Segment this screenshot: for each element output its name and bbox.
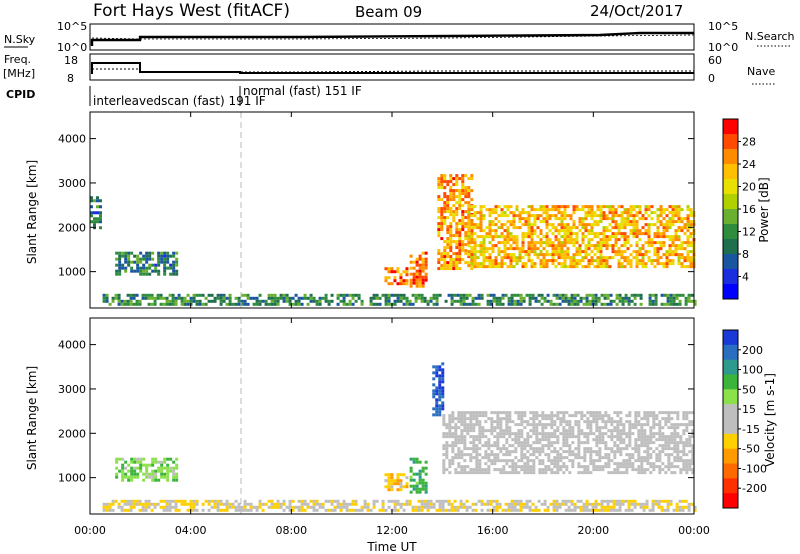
- freq-tick-top: 18: [64, 54, 78, 67]
- colorbar-tick-label: 28: [742, 136, 756, 149]
- colorbar-tick-label: 20: [742, 181, 756, 194]
- echo-region: [409, 251, 428, 288]
- velocity-y-axis-label: Slant Range [km]: [25, 366, 39, 470]
- echo-region: [102, 293, 697, 306]
- x-tick-label: 12:00: [376, 524, 408, 537]
- y-tick-label: 3000: [58, 383, 86, 396]
- power-y-axis-label: Slant Range [km]: [25, 160, 39, 264]
- y-tick-label: 2000: [58, 221, 86, 234]
- echo-region: [437, 174, 474, 271]
- power-panel: 4000 3000 2000 1000 Slant Range [km]: [25, 111, 697, 309]
- nsearch-tick-bottom: 10^0: [708, 41, 738, 54]
- freq-tick-bottom: 8: [67, 72, 74, 85]
- colorbar-tick-label: 4: [742, 271, 749, 284]
- colorbar-tick-label: -15: [742, 423, 760, 436]
- y-tick-label: 1000: [58, 266, 86, 279]
- colorbar-tick-label: -50: [742, 443, 760, 456]
- colorbar-tick-label: 8: [742, 248, 749, 261]
- freq-label: Freq.: [4, 53, 31, 66]
- colorbar-tick-label: 15: [742, 403, 756, 416]
- echo-region: [442, 411, 695, 475]
- echo-region: [115, 251, 179, 276]
- nsky-strip: N.Sky 10^5 10^0 10^5 10^0 N.Search: [4, 20, 795, 54]
- echo-region: [384, 473, 409, 492]
- colorbar-tick-label: -100: [742, 462, 767, 475]
- echo-region: [432, 362, 445, 417]
- colorbar-tick-label: 200: [742, 344, 763, 357]
- colorbar-tick-label: 50: [742, 383, 756, 396]
- colorbar-tick-label: 100: [742, 364, 763, 377]
- colorbar-tick-label: -200: [742, 482, 767, 495]
- velocity-colorbar-label: Velocity [m s-1]: [763, 373, 777, 467]
- freq-strip: Freq. [MHz] 18 8 60 0 Nave: [3, 53, 775, 85]
- cpid-label: CPID: [6, 88, 35, 101]
- echo-region: [90, 196, 102, 230]
- velocity-colorbar: 200 100 50 15 -15 -50 -100 -200 Velocity [m s-1…: [722, 329, 777, 509]
- x-tick-label: 08:00: [275, 524, 307, 537]
- power-y-ticks: 4000 3000 2000 1000: [58, 133, 694, 279]
- echo-region: [467, 205, 696, 269]
- y-tick-label: 2000: [58, 427, 86, 440]
- colorbar-tick-label: 12: [742, 226, 756, 239]
- x-axis: 00:00 04:00 08:00 12:00 16:00 20:00 00:00: [74, 112, 710, 537]
- x-tick-label: 04:00: [175, 524, 207, 537]
- freq-unit: [MHz]: [3, 67, 35, 80]
- nave-tick-bottom: 0: [708, 72, 715, 85]
- x-tick-label: 20:00: [577, 524, 609, 537]
- cpid-mode-1: interleavedscan (fast) 191 IF: [93, 94, 266, 108]
- plot-title: Fort Hays West (fitACF): [93, 1, 290, 21]
- power-colorbar-label: Power [dB]: [757, 177, 771, 242]
- nsky-tick-top: 10^5: [57, 20, 87, 33]
- velocity-panel: 4000 3000 2000 1000 Slant Range [km]: [25, 317, 697, 515]
- nsky-label: N.Sky: [4, 33, 36, 46]
- x-tick-label: 16:00: [477, 524, 509, 537]
- x-tick-label: 00:00: [74, 524, 106, 537]
- y-tick-label: 4000: [58, 133, 86, 146]
- nsearch-label: N.Search: [745, 30, 795, 43]
- y-tick-label: 4000: [58, 339, 86, 352]
- cpid-strip: CPID interleavedscan (fast) 191 IF norma…: [6, 84, 362, 108]
- colorbar-tick-label: 16: [742, 203, 756, 216]
- velocity-echoes: [102, 362, 697, 512]
- colorbar-tick-label: 24: [742, 158, 756, 171]
- echo-region: [409, 457, 428, 494]
- nave-label: Nave: [747, 65, 775, 78]
- x-tick-label: 00:00: [678, 524, 710, 537]
- echo-region: [115, 457, 179, 482]
- beam-label: Beam 09: [355, 3, 422, 21]
- y-tick-label: 1000: [58, 472, 86, 485]
- echo-region: [102, 499, 697, 512]
- nave-tick-top: 60: [708, 54, 722, 67]
- power-echoes: [90, 174, 697, 306]
- date-label: 24/Oct/2017: [590, 2, 683, 20]
- velocity-y-ticks: 4000 3000 2000 1000: [58, 339, 694, 485]
- x-axis-label: Time UT: [366, 540, 417, 554]
- nsky-tick-bottom: 10^0: [57, 41, 87, 54]
- nsearch-tick-top: 10^5: [708, 20, 738, 33]
- echo-region: [384, 267, 409, 286]
- y-tick-label: 3000: [58, 177, 86, 190]
- cpid-mode-2: normal (fast) 151 IF: [243, 84, 362, 98]
- power-colorbar: 28 24 20 16 12 8 4 Power [dB]: [722, 118, 771, 300]
